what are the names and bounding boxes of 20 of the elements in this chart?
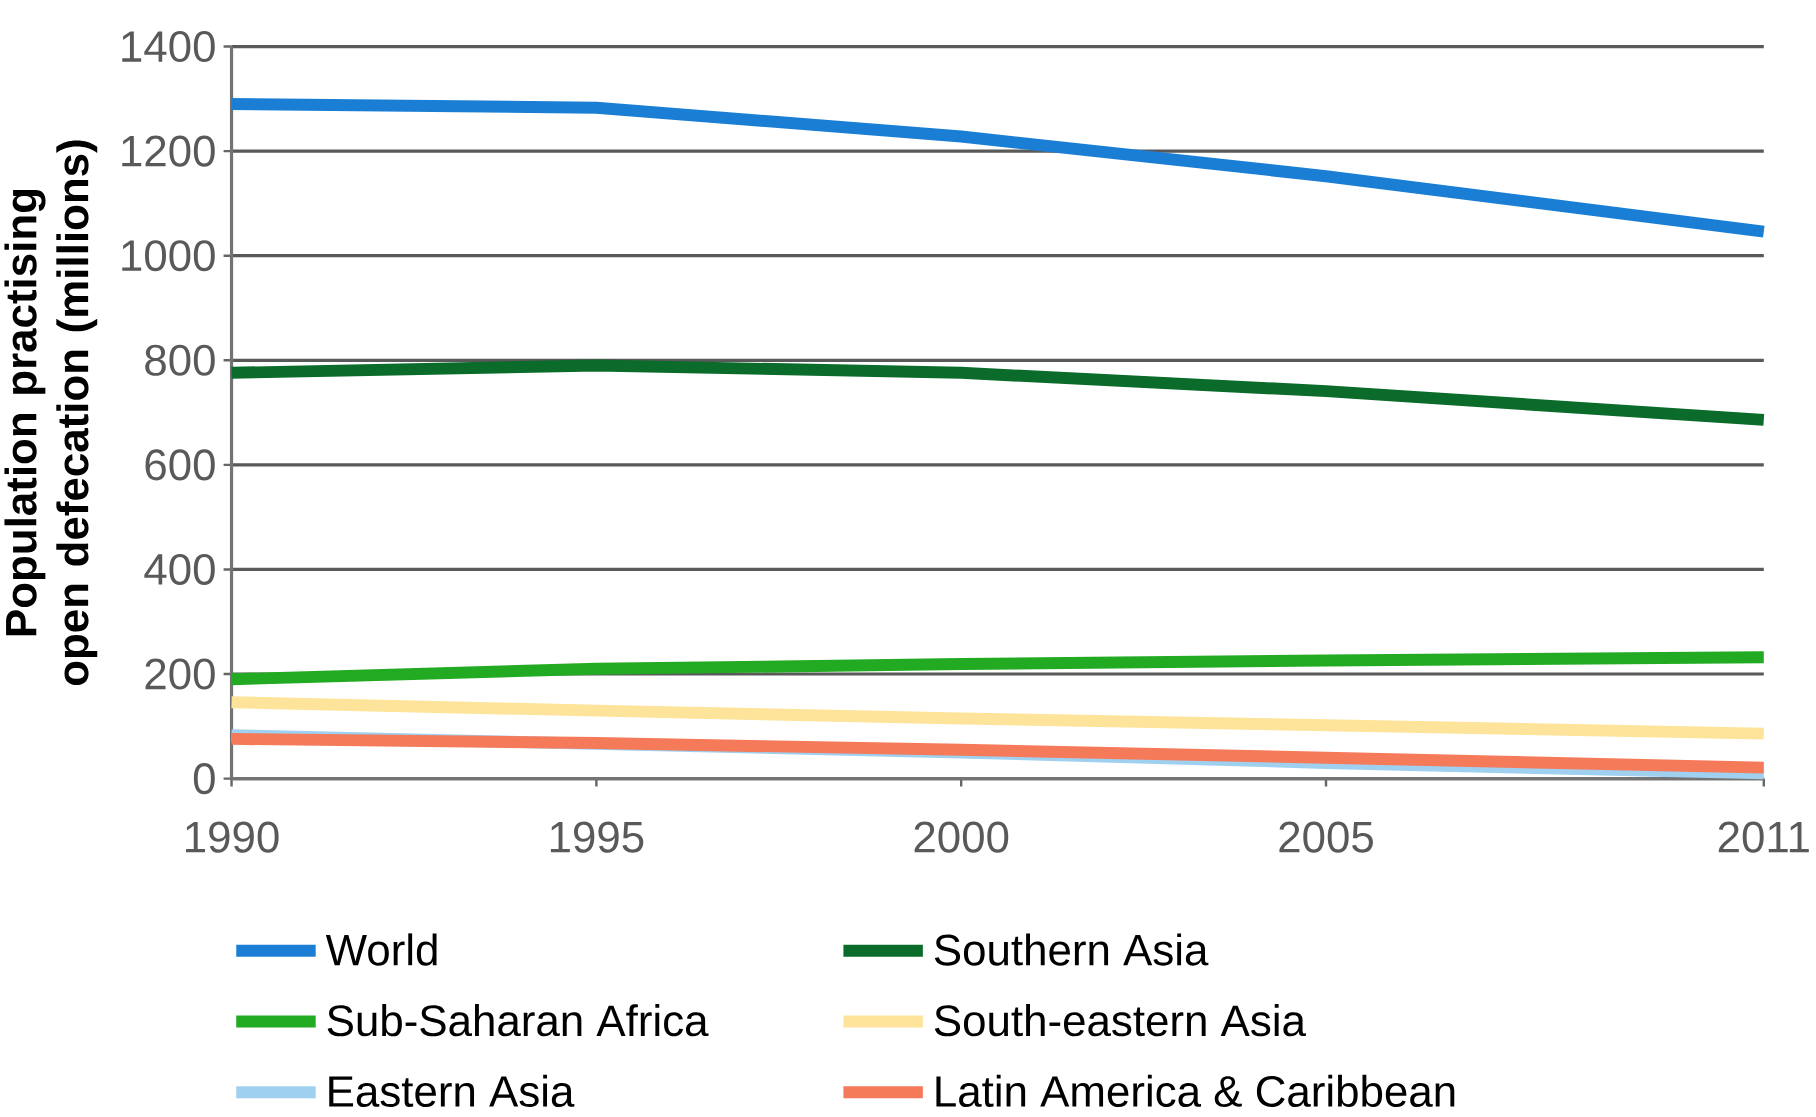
- y-tick-label: 0: [193, 763, 215, 795]
- legend-label: World: [325, 933, 437, 966]
- y-tick-label: 400: [144, 553, 215, 586]
- legend-label: Southern Asia: [934, 933, 1209, 966]
- y-tick-label: 800: [145, 344, 215, 376]
- y-tick-label: 1400: [122, 31, 215, 63]
- legend-label: Latin America & Caribbean: [936, 1074, 1455, 1108]
- x-tick-label: 2000: [914, 821, 1009, 853]
- legend-label: South-eastern Asia: [934, 1004, 1306, 1037]
- y-tick-label: 1200: [122, 135, 215, 167]
- y-axis-title: Population practising open defecation (millions): [4, 140, 98, 686]
- y-tick-label: 1000: [122, 240, 215, 272]
- legend-label: Sub-Saharan Africa: [327, 1004, 709, 1037]
- x-tick-label: 2011: [1718, 821, 1809, 853]
- x-tick-label: 2005: [1279, 821, 1373, 853]
- y-tick-label: 200: [145, 658, 215, 690]
- legend-label: Eastern Asia: [329, 1074, 575, 1108]
- x-tick-label: 1990: [186, 821, 279, 853]
- x-tick-label: 1995: [550, 821, 644, 853]
- y-tick-label: 600: [145, 449, 215, 481]
